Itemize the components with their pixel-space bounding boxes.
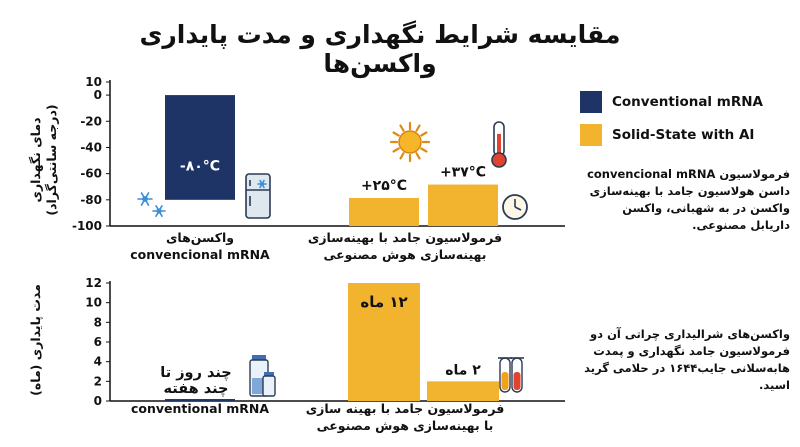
test-tube-liquid — [501, 372, 509, 390]
y-tick-label: 12 — [85, 276, 102, 290]
sun-ray — [392, 147, 400, 153]
bar-label-solid-state: +۲۵°C — [361, 178, 407, 194]
vials-icon — [249, 355, 276, 397]
sun-ray — [399, 152, 405, 160]
bar-conventional — [165, 95, 235, 200]
y-tick-label: 8 — [94, 315, 102, 329]
thermometer-bulb — [491, 152, 507, 168]
bar-solid-state — [348, 283, 420, 401]
y-tick-label: 4 — [94, 355, 102, 369]
vial-cap — [252, 355, 266, 360]
bar-solid-state — [428, 184, 498, 226]
bar-label-solid-state: ۲ ماه — [445, 362, 481, 378]
clock-icon — [502, 194, 528, 220]
sun-icon — [389, 121, 431, 163]
bar-conventional — [165, 399, 235, 402]
legend-item-conventional: Conventional mRNA — [580, 91, 763, 113]
legend-label-conventional: Conventional mRNA — [612, 94, 763, 110]
snowflake-core — [142, 196, 148, 202]
bar-solid-state — [349, 198, 419, 226]
vial-body — [262, 375, 276, 397]
y-tick-label: -20 — [80, 114, 102, 128]
sun-ray — [392, 131, 400, 137]
legend-label-solid-state: Solid-State with AI — [612, 127, 755, 143]
legend-swatch-conventional — [580, 91, 602, 113]
bar-solid-state — [427, 381, 499, 401]
snowflake-icon — [257, 179, 267, 189]
bar-label-conventional: -۸۰°C — [180, 158, 220, 174]
fridge-body — [245, 173, 271, 219]
y-axis-label: مدت پایداری (ماه) — [28, 284, 43, 396]
y-tick-label: 2 — [94, 374, 102, 388]
sun-ray — [420, 147, 428, 153]
y-tick-label: 0 — [94, 88, 102, 102]
sun-disk — [398, 130, 422, 154]
snowflake-arm — [155, 205, 163, 217]
y-tick-label: 0 — [94, 394, 102, 408]
note-storage: فرمولاسیون convencional mRNA داسن هولاسی… — [587, 167, 790, 232]
snowflake-arm — [259, 179, 265, 189]
y-tick-label: -80 — [80, 193, 102, 207]
sun-ray — [415, 124, 421, 132]
legend-swatch-solid-state — [580, 124, 602, 146]
snowflake-icon — [152, 205, 166, 217]
y-tick-label: -40 — [80, 140, 102, 154]
x-category-label: فرمولاسیون جامد با بهینه سازی با بهینه‌سا… — [306, 401, 505, 433]
test-tube-liquid — [513, 372, 521, 390]
snowflake-icon — [137, 192, 153, 206]
bar-label-solid-state: ۱۲ ماه — [360, 293, 407, 311]
y-tick-label: -100 — [72, 219, 102, 233]
sun-ray — [415, 152, 421, 160]
fridge-icon — [245, 173, 271, 219]
snowflake-core — [259, 182, 264, 187]
thermometer-mercury — [497, 134, 501, 158]
vial-cap — [264, 372, 274, 376]
sun-ray — [399, 124, 405, 132]
y-tick-label: 6 — [94, 335, 102, 349]
test-tubes-icon — [498, 357, 524, 393]
snowflake-arm — [140, 192, 150, 206]
y-axis-label: دمای نگهداری(درجه سانتی‌گراد) — [28, 104, 59, 215]
snowflake-core — [156, 208, 162, 214]
y-tick-label: -60 — [80, 167, 102, 181]
y-tick-label: 10 — [85, 296, 102, 310]
thermometer-icon — [491, 121, 507, 168]
x-category-label: conventional mRNA — [131, 401, 269, 416]
y-tick-label: 10 — [85, 75, 102, 89]
x-category-label: واکسن‌های convencional mRNA — [130, 230, 270, 262]
note-stability: واکسن‌های شرالیداری چراتی آن دو فرمولاسی… — [584, 327, 790, 392]
x-category-label: فرمولاسیون جامد با بهینه‌سازی بهینه‌سازی … — [308, 230, 502, 262]
bar-label-solid-state: +۳۷°C — [440, 165, 486, 181]
sun-ray — [420, 131, 428, 137]
clock-hand — [514, 206, 522, 211]
chart-title: مقایسه شرایط نگهداری و مدت پایداری واکسن… — [139, 20, 621, 78]
bar-label-conventional: چند روز تا چند هفته — [160, 365, 231, 397]
legend-item-solid-state: Solid-State with AI — [580, 124, 754, 146]
